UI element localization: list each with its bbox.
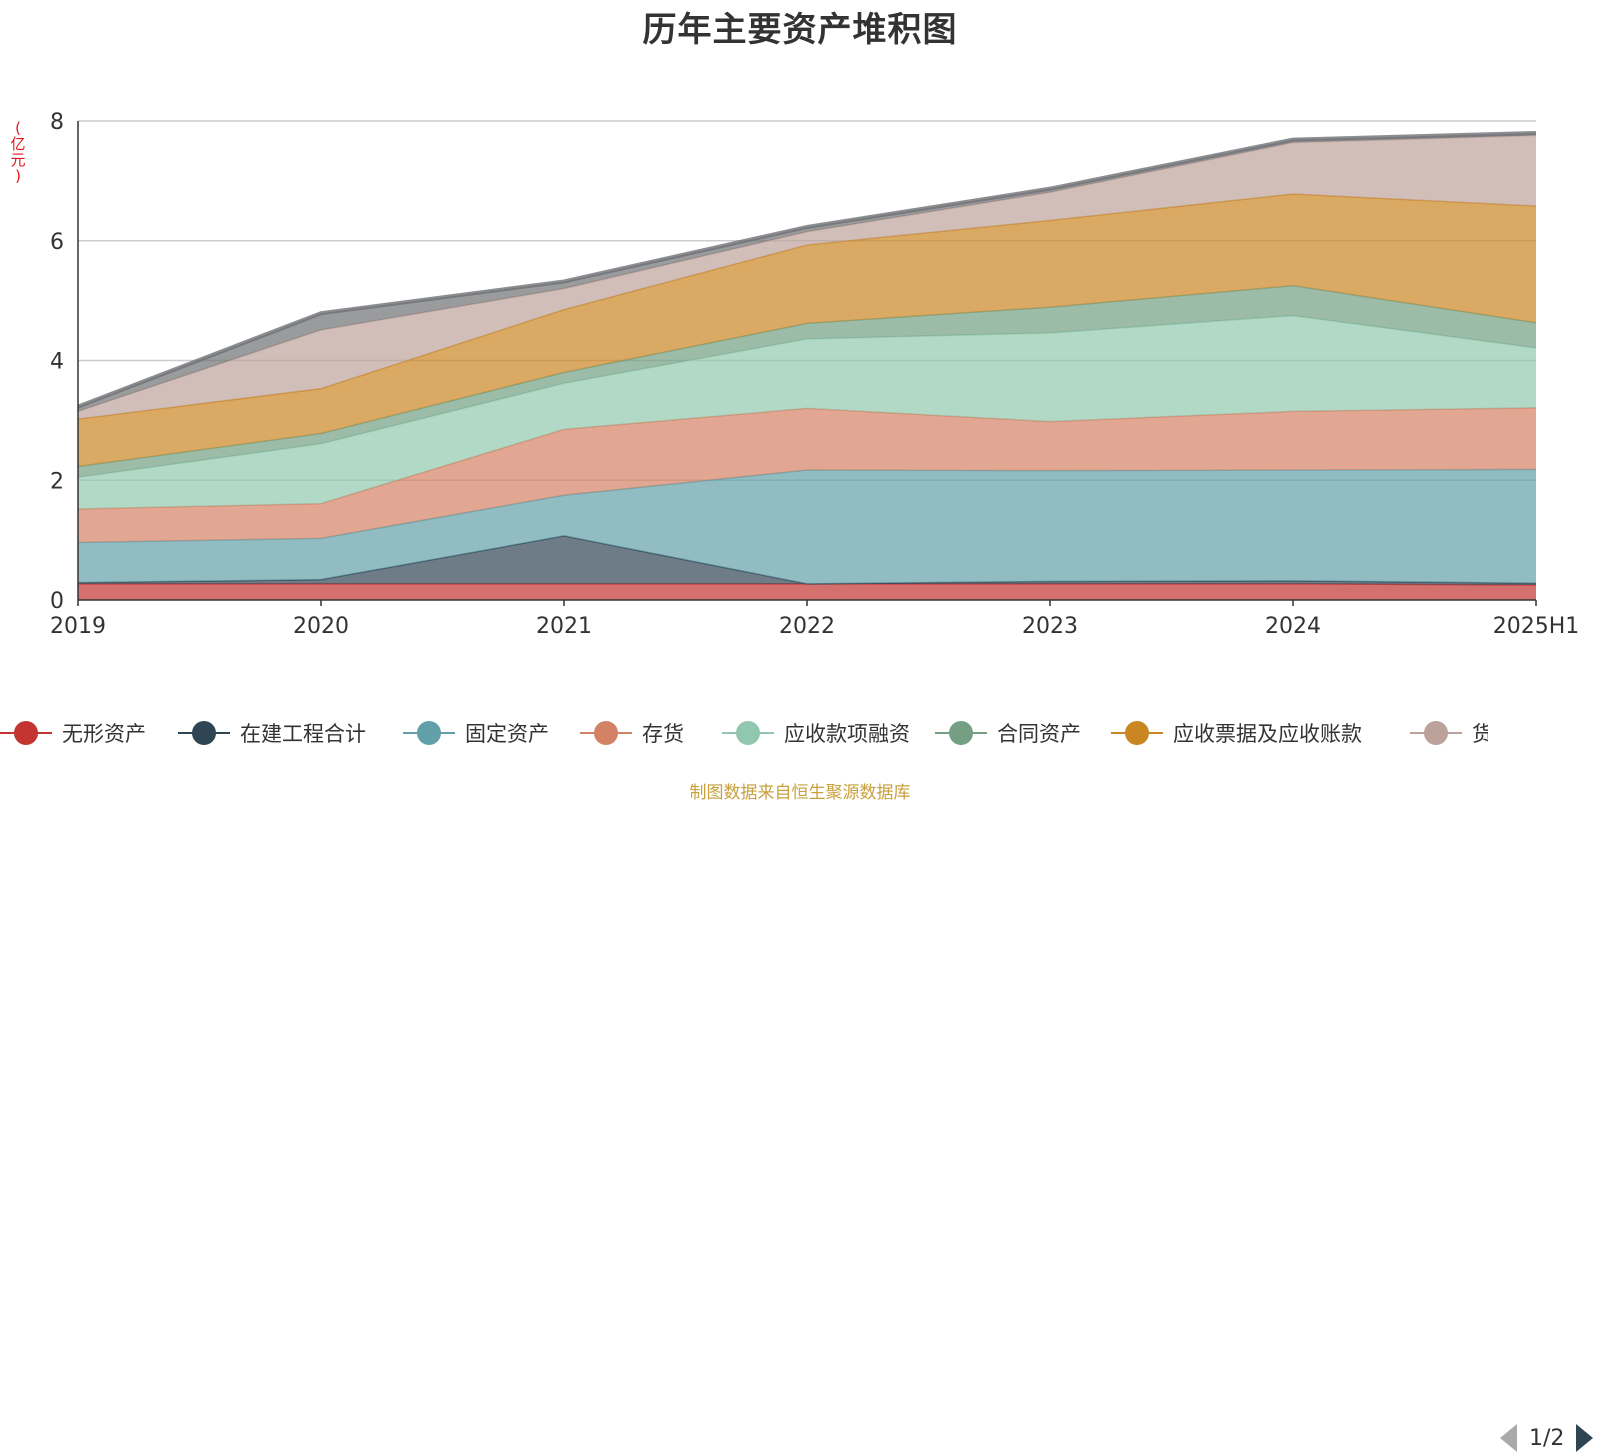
legend-item[interactable]: 合同资产 <box>935 705 1081 761</box>
area-series-7 <box>78 135 1536 420</box>
area-series-3 <box>78 407 1536 543</box>
legend-item[interactable]: 存货 <box>580 705 684 761</box>
x-tick-label: 2019 <box>50 614 106 639</box>
legend-marker-icon <box>1111 721 1163 745</box>
y-tick-label: 4 <box>50 350 64 375</box>
legend-items: 无形资产 在建工程合计 固定资产 存货 应收款项融资 合同资产 应收票据及应收账款 货 <box>0 705 1488 761</box>
y-tick-label: 6 <box>50 230 64 255</box>
legend-item[interactable]: 在建工程合计 <box>178 705 366 761</box>
legend-marker-icon <box>935 721 987 745</box>
legend-item[interactable]: 无形资产 <box>0 705 146 761</box>
legend-marker-icon <box>178 721 230 745</box>
legend-label: 固定资产 <box>465 722 549 746</box>
area-series-4 <box>78 315 1536 509</box>
y-tick-label: 2 <box>50 469 64 494</box>
legend-marker-icon <box>0 721 52 745</box>
legend-pager: 1/2 <box>1500 1424 1594 1452</box>
y-axis-unit: (亿元) <box>10 119 26 185</box>
legend-marker-icon <box>580 721 632 745</box>
legend-marker-icon <box>403 721 455 745</box>
x-tick-label: 2024 <box>1265 614 1321 639</box>
legend-item[interactable]: 应收款项融资 <box>722 705 910 761</box>
x-tick-label: 2022 <box>779 614 835 639</box>
area-series-6 <box>78 194 1536 467</box>
area-series-1 <box>78 535 1536 586</box>
x-tick-label: 2021 <box>536 614 592 639</box>
legend-label: 合同资产 <box>997 722 1081 746</box>
area-series-2 <box>78 469 1536 584</box>
legend-item[interactable]: 应收票据及应收账款 <box>1111 705 1362 761</box>
stacked-area-chart: 0 2 4 6 8 2019 2020 2021 2022 2023 2024 2025H1 <box>50 110 1580 639</box>
legend-label: 存货 <box>642 722 684 746</box>
legend: 无形资产 在建工程合计 固定资产 存货 应收款项融资 合同资产 应收票据及应收账款 货 1/2 <box>0 705 1600 1452</box>
chart-title: 历年主要资产堆积图 <box>642 10 958 50</box>
x-tick-label: 2023 <box>1022 614 1078 639</box>
x-tick-label: 2025H1 <box>1493 614 1580 639</box>
legend-label: 应收款项融资 <box>784 722 910 746</box>
legend-item[interactable]: 固定资产 <box>403 705 549 761</box>
area-line-8 <box>77 130 1537 409</box>
area-series-0 <box>78 583 1536 600</box>
legend-label: 应收票据及应收账款 <box>1173 722 1362 746</box>
data-source-note: 制图数据来自恒生聚源数据库 <box>689 783 911 803</box>
legend-marker-icon <box>1410 721 1462 745</box>
legend-page-number: 1/2 <box>1529 1425 1565 1451</box>
y-tick-label: 0 <box>50 589 64 614</box>
legend-label: 无形资产 <box>62 722 146 746</box>
x-tick-label: 2020 <box>293 614 349 639</box>
legend-label: 在建工程合计 <box>240 722 366 746</box>
legend-item[interactable]: 货 <box>1410 705 1488 761</box>
y-tick-label: 8 <box>50 110 64 135</box>
legend-marker-icon <box>722 721 774 745</box>
legend-next-icon[interactable] <box>1576 1424 1594 1452</box>
legend-label: 货 <box>1472 722 1488 746</box>
legend-prev-icon[interactable] <box>1500 1424 1517 1452</box>
